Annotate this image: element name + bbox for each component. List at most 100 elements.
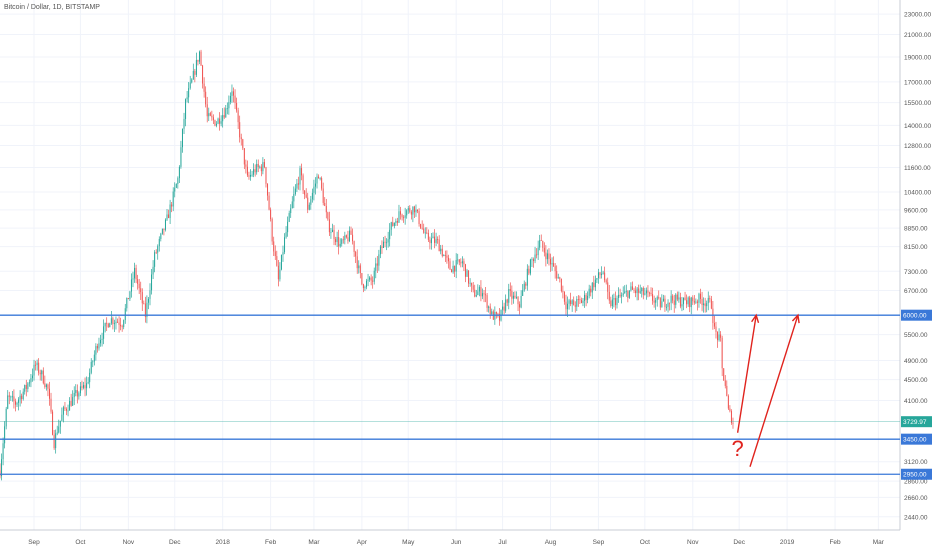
candle-body [222,115,224,122]
candle-body [676,294,678,300]
candle-body [554,266,556,272]
price-tick-label: 14000.00 [904,123,931,130]
candle-body [729,408,731,412]
arrow-annotation[interactable] [736,315,757,433]
level-price-tag [901,433,932,445]
candle-body [101,338,103,340]
level-price-tag [901,309,932,321]
candle-body [144,303,146,317]
candle-body [290,208,292,214]
candle-body [401,214,403,218]
candle-body [407,208,409,211]
candle-body [594,279,596,288]
candle-body [424,232,426,234]
candle-body [464,264,466,277]
candle-body [630,286,632,291]
candle-body [690,297,692,308]
candle-body [129,291,131,300]
candle-body [556,271,558,279]
candle-body [644,293,646,295]
question-mark-annotation[interactable]: ? [732,436,744,461]
time-tick-label: May [402,539,415,546]
candle-body [406,210,408,216]
candle-body [171,204,173,207]
candle-body [369,277,371,280]
candle-body [164,219,166,230]
candle-body [200,51,202,66]
candle-body [81,386,83,388]
candle-body [639,291,641,293]
arrow-head [751,313,760,324]
candle-body [506,299,508,303]
candle-body [282,252,284,255]
price-tick-label: 4500.00 [904,377,928,384]
candle-body [451,269,453,273]
candle-body [494,312,496,320]
candle-body [718,334,720,341]
candle-body [330,232,332,233]
candle-body [485,294,487,296]
candle-body [563,291,565,302]
candle-body [698,293,700,303]
candle-body [305,194,307,198]
candle-body [684,297,686,301]
candle-body [605,280,607,283]
candle-body [534,254,536,262]
candle-body [444,255,446,256]
candle-body [364,287,366,289]
level-price-label: 3450.00 [903,437,927,444]
candle-body [301,168,303,176]
candle-body [236,102,238,111]
candle-body [181,128,183,148]
candle-body [515,297,517,298]
candle-body [297,183,299,185]
price-tick-label: 9600.00 [904,207,928,214]
candle-body [517,297,519,305]
candle-body [724,380,726,386]
candle-body [138,283,140,289]
candle-body [353,241,355,252]
candle-body [96,346,98,349]
candle-body [325,205,327,213]
candle-body [62,407,64,415]
candle-body [223,115,225,118]
candle-body [348,230,350,242]
candle-body [384,241,386,243]
candle-body [375,263,377,271]
candle-body [39,372,41,375]
candle-body [389,229,391,240]
candle-body [185,99,187,119]
candle-body [659,298,661,308]
candle-body [52,411,54,435]
candle-body [44,383,46,388]
price-tick-label: 3120.00 [904,459,928,466]
candle-body [109,323,111,328]
candle-body [650,292,652,295]
candle-body [709,298,711,300]
candle-body [311,192,313,200]
candle-body [212,117,214,121]
candle-body [587,295,589,300]
candle-body [338,236,340,247]
candle-body [225,108,227,118]
candle-body [308,204,310,210]
candle-body [115,321,117,324]
candle-body [665,306,667,308]
arrow-annotation[interactable] [749,314,799,467]
candle-body [33,364,35,376]
candle-body [69,401,71,411]
candle-body [460,262,462,264]
candle-body [478,287,480,292]
candle-body [631,286,633,290]
candle-body [548,253,550,259]
candle-body [253,169,255,175]
candle-body [112,318,114,325]
candle-body [189,82,191,89]
candle-body [211,115,213,118]
candle-body [259,166,261,168]
candle-body [614,298,616,306]
candle-body [466,270,468,277]
candle-body [219,118,221,124]
